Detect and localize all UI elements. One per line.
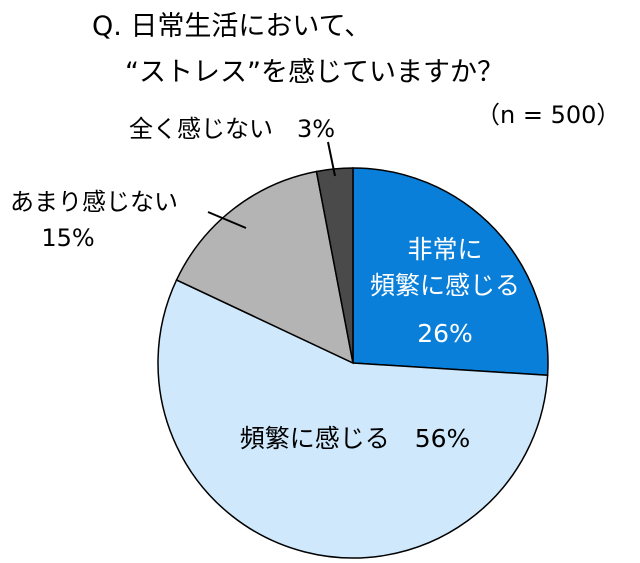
slice-label-line-0-0: 非常に [407, 235, 482, 264]
slice-label-line-2-0: あまり感じない [10, 188, 178, 216]
slice-label-text-3: 全く感じない 3% [129, 115, 335, 143]
slice-label-line-0-1: 頻繁に感じる [370, 271, 520, 300]
slice-label-2: あまり感じない 15% [10, 188, 178, 252]
slice-value-2: 15% [41, 224, 94, 252]
slice-label-1: 頻繁に感じる 56% [240, 424, 471, 453]
slice-label-3: 全く感じない 3% [129, 115, 335, 143]
slice-value-0: 26% [417, 319, 473, 348]
slice-label-text-1: 頻繁に感じる 56% [240, 424, 471, 453]
